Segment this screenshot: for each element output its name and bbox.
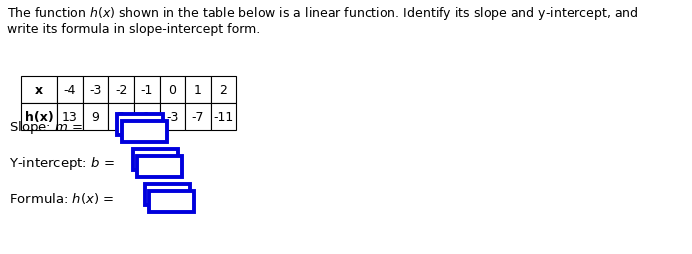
Bar — [21, 77, 57, 104]
Text: -11: -11 — [213, 110, 234, 123]
Text: 13: 13 — [62, 110, 78, 123]
Bar — [21, 104, 57, 131]
Bar — [160, 104, 185, 131]
Bar — [185, 77, 211, 104]
Text: -7: -7 — [192, 110, 204, 123]
Text: h(x): h(x) — [25, 110, 53, 123]
Text: Slope: $m$ =: Slope: $m$ = — [8, 119, 83, 136]
Text: -3: -3 — [166, 110, 179, 123]
FancyBboxPatch shape — [149, 191, 194, 212]
Bar — [160, 77, 185, 104]
Text: 0: 0 — [168, 84, 176, 97]
Bar — [83, 104, 109, 131]
Text: -1: -1 — [140, 84, 153, 97]
Bar — [185, 104, 211, 131]
FancyBboxPatch shape — [118, 114, 163, 135]
Text: The function $h(x)$ shown in the table below is a linear function. Identify its : The function $h(x)$ shown in the table b… — [7, 5, 639, 22]
FancyBboxPatch shape — [137, 156, 182, 177]
Text: x: x — [35, 84, 44, 97]
Text: write its formula in slope-intercept form.: write its formula in slope-intercept for… — [7, 23, 260, 36]
Text: 1: 1 — [143, 110, 151, 123]
Text: -4: -4 — [64, 84, 76, 97]
Bar — [57, 104, 83, 131]
FancyBboxPatch shape — [145, 184, 190, 205]
Bar — [57, 77, 83, 104]
Text: 9: 9 — [91, 110, 100, 123]
FancyBboxPatch shape — [133, 149, 178, 170]
FancyBboxPatch shape — [122, 121, 167, 142]
Bar — [109, 77, 134, 104]
Text: -3: -3 — [89, 84, 102, 97]
Text: 2: 2 — [219, 84, 228, 97]
Text: -2: -2 — [115, 84, 127, 97]
Bar — [211, 104, 237, 131]
Bar — [211, 77, 237, 104]
Bar — [83, 77, 109, 104]
Bar — [134, 104, 160, 131]
Text: Formula: $h(x)$ =: Formula: $h(x)$ = — [8, 190, 114, 205]
Bar — [134, 77, 160, 104]
Text: 5: 5 — [117, 110, 125, 123]
Bar — [109, 104, 134, 131]
Text: 1: 1 — [194, 84, 202, 97]
Text: Y-intercept: $b$ =: Y-intercept: $b$ = — [8, 154, 114, 171]
